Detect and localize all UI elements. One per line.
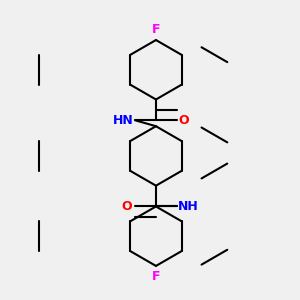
Text: HN: HN (113, 114, 134, 127)
Text: O: O (178, 114, 189, 127)
Text: F: F (152, 270, 160, 284)
Text: F: F (152, 22, 160, 36)
Text: O: O (122, 200, 132, 213)
Text: NH: NH (178, 200, 199, 213)
